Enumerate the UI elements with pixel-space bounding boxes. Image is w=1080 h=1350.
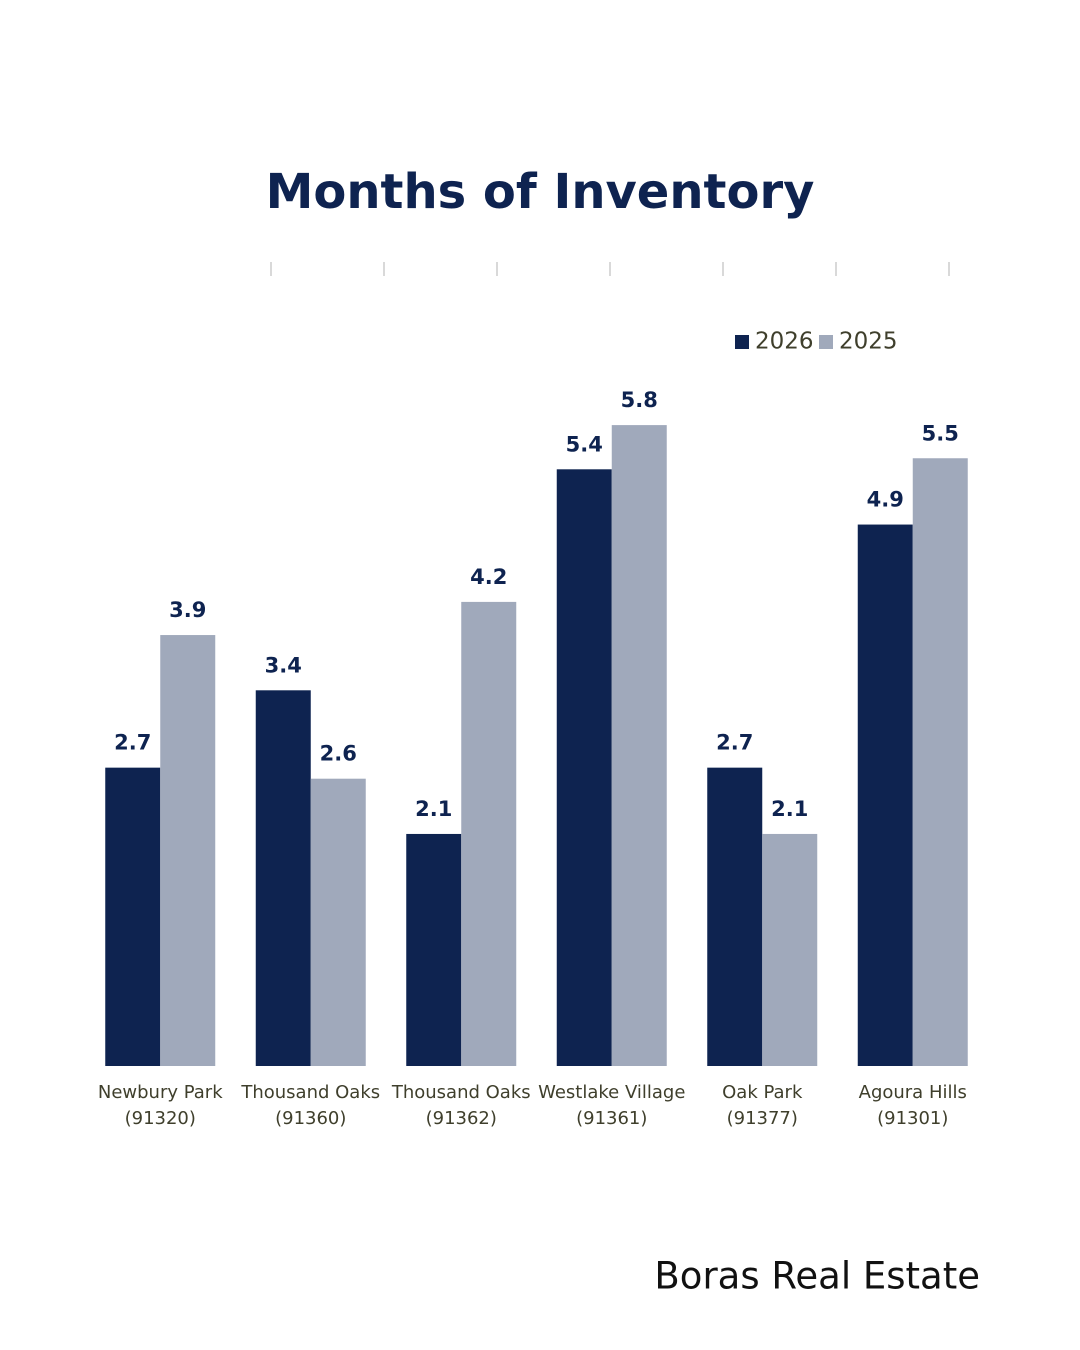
data-label: 5.8 xyxy=(621,388,658,412)
bar xyxy=(160,635,216,1066)
x-tick-label: (91362) xyxy=(426,1108,497,1129)
bar xyxy=(310,778,366,1066)
x-tick-label: (91360) xyxy=(275,1108,346,1129)
data-label: 2.7 xyxy=(716,731,753,755)
x-tick-label: Agoura Hills xyxy=(859,1082,967,1103)
bar xyxy=(707,767,763,1066)
x-tick-label: Thousand Oaks xyxy=(391,1082,531,1103)
bar xyxy=(762,833,818,1066)
bar xyxy=(857,524,913,1066)
data-label: 2.1 xyxy=(415,797,452,821)
data-label: 3.4 xyxy=(265,653,302,677)
data-label: 4.2 xyxy=(470,565,507,589)
bar xyxy=(406,833,462,1066)
data-label: 5.4 xyxy=(566,432,603,456)
data-label: 4.9 xyxy=(867,488,904,512)
legend-label: 2026 xyxy=(755,329,814,355)
bar xyxy=(255,690,311,1066)
data-label: 2.6 xyxy=(320,742,357,766)
chart-title: Months of Inventory xyxy=(266,164,815,220)
data-label: 5.5 xyxy=(922,421,959,445)
bar xyxy=(105,767,161,1066)
data-label: 2.7 xyxy=(114,731,151,755)
x-tick-label: Oak Park xyxy=(722,1082,803,1103)
x-tick-label: (91301) xyxy=(877,1108,948,1129)
bar xyxy=(461,601,517,1066)
x-tick-label: Thousand Oaks xyxy=(240,1082,380,1103)
legend-swatch xyxy=(819,335,833,349)
data-label: 2.1 xyxy=(771,797,808,821)
brand: Boras Real Estate xyxy=(654,1255,980,1298)
x-tick-label: (91377) xyxy=(727,1108,798,1129)
x-tick-label: (91361) xyxy=(576,1108,647,1129)
data-label: 3.9 xyxy=(169,598,206,622)
x-tick-label: Westlake Village xyxy=(538,1082,685,1103)
decorative-ticks xyxy=(270,262,950,276)
legend-label: 2025 xyxy=(839,329,898,355)
bar xyxy=(556,469,612,1066)
bar xyxy=(611,425,667,1067)
x-tick-label: (91320) xyxy=(125,1108,196,1129)
x-tick-label: Newbury Park xyxy=(98,1082,223,1103)
bar xyxy=(912,458,968,1066)
legend-swatch xyxy=(735,335,749,349)
